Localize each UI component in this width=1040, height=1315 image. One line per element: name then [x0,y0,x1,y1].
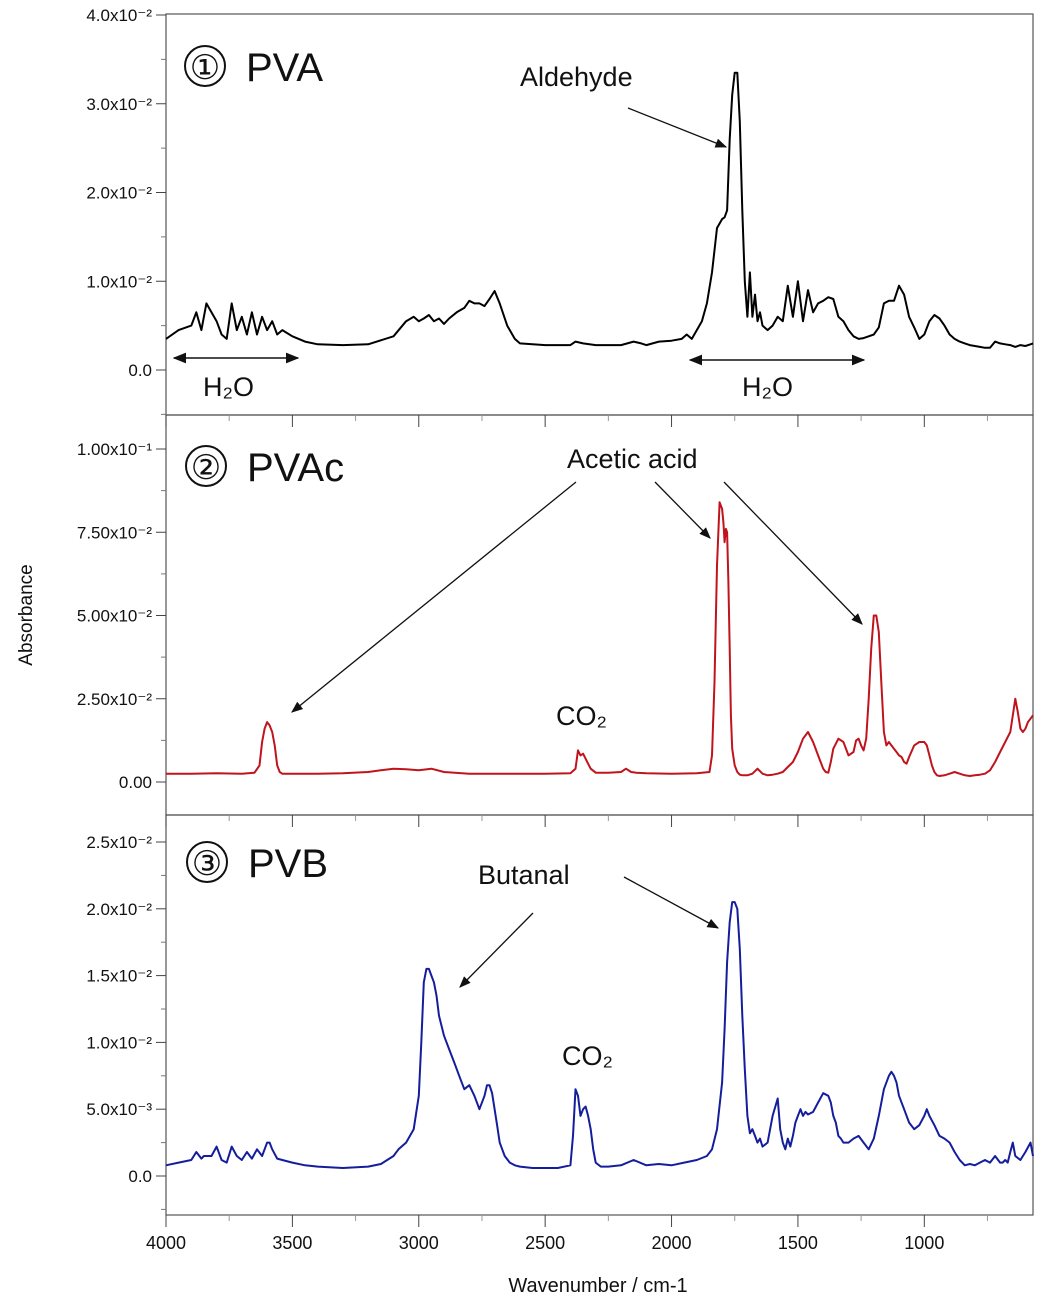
y-tick-label: 1.0x10⁻² [86,272,152,291]
y-tick-label: 7.50x10⁻² [77,523,152,542]
x-axis-title: Wavenumber / cm-1 [508,1275,687,1297]
arrow-icon [623,876,720,929]
axis-ticks: 0.0 1.0x10⁻² 2.0x10⁻² 3.0x10⁻² 4.0x10⁻² 0.00 2… [77,6,989,1253]
circled-number-icon [185,445,227,487]
x-tick-label: 3000 [399,1233,439,1253]
panel-number: ① [190,49,220,87]
circled-number-icon [184,45,226,87]
y-tick-label: 0.0 [128,1167,152,1186]
panel-label-pvb: ③ PVB [186,841,328,886]
arrow-icon [291,481,577,713]
y-tick-label: 1.0x10⁻² [86,1033,152,1052]
spectra-lines [165,71,1034,1169]
y-tick-label: 1.00x10⁻¹ [77,440,152,459]
x-tick-label: 4000 [146,1233,186,1253]
x-tick-label: 2500 [525,1233,565,1253]
panel-name: PVB [248,842,328,886]
arrow-icon [459,912,534,988]
y-tick-label: 2.0x10⁻² [86,184,152,203]
panel-label-pvac: ② PVAc [185,445,344,490]
x-tick-label: 3500 [272,1233,312,1253]
spectrum-line-pvac [166,501,1034,777]
annotation-co2-pvac: CO₂ [556,701,607,731]
x-tick-label: 1500 [778,1233,818,1253]
x-tick-label: 1000 [904,1233,944,1253]
y-tick-label: 0.0 [128,361,152,380]
y-tick-label: 2.5x10⁻² [86,833,152,852]
spectrum-line-pva [165,71,1034,349]
annotation-h2o-right: H₂O [742,372,793,402]
annotation-aldehyde: Aldehyde [520,62,633,92]
arrow-icon [654,481,711,539]
annotation-h2o-left: H₂O [203,372,254,402]
x-tick-label: 2000 [652,1233,692,1253]
y-tick-label: 2.50x10⁻² [77,690,152,709]
y-tick-label: 5.00x10⁻² [77,607,152,626]
panel-frames [165,13,1034,1216]
spectrum-line-pvb [165,901,1034,1169]
y-tick-label: 4.0x10⁻² [86,6,152,25]
y-tick-label: 5.0x10⁻³ [86,1100,152,1119]
y-tick-label: 1.5x10⁻² [86,967,152,986]
annotation-co2-pvb: CO₂ [562,1041,613,1071]
arrow-icon [627,107,728,148]
y-axis-title: Absorbance [16,564,37,665]
annotation-butanal: Butanal [478,860,570,890]
panel-name: PVA [246,46,323,90]
y-tick-label: 2.0x10⁻² [86,900,152,919]
panel-number: ② [191,449,221,487]
circled-number-icon [186,841,228,883]
y-tick-label: 0.00 [119,773,152,792]
panel-number: ③ [192,845,222,883]
annotation-acetic-acid: Acetic acid [567,444,698,474]
panel-frame [165,814,1034,1216]
panel-label-pva: ① PVA [184,45,323,90]
panel-name: PVAc [247,446,344,490]
arrow-icon [723,481,863,625]
y-tick-label: 3.0x10⁻² [86,95,152,114]
